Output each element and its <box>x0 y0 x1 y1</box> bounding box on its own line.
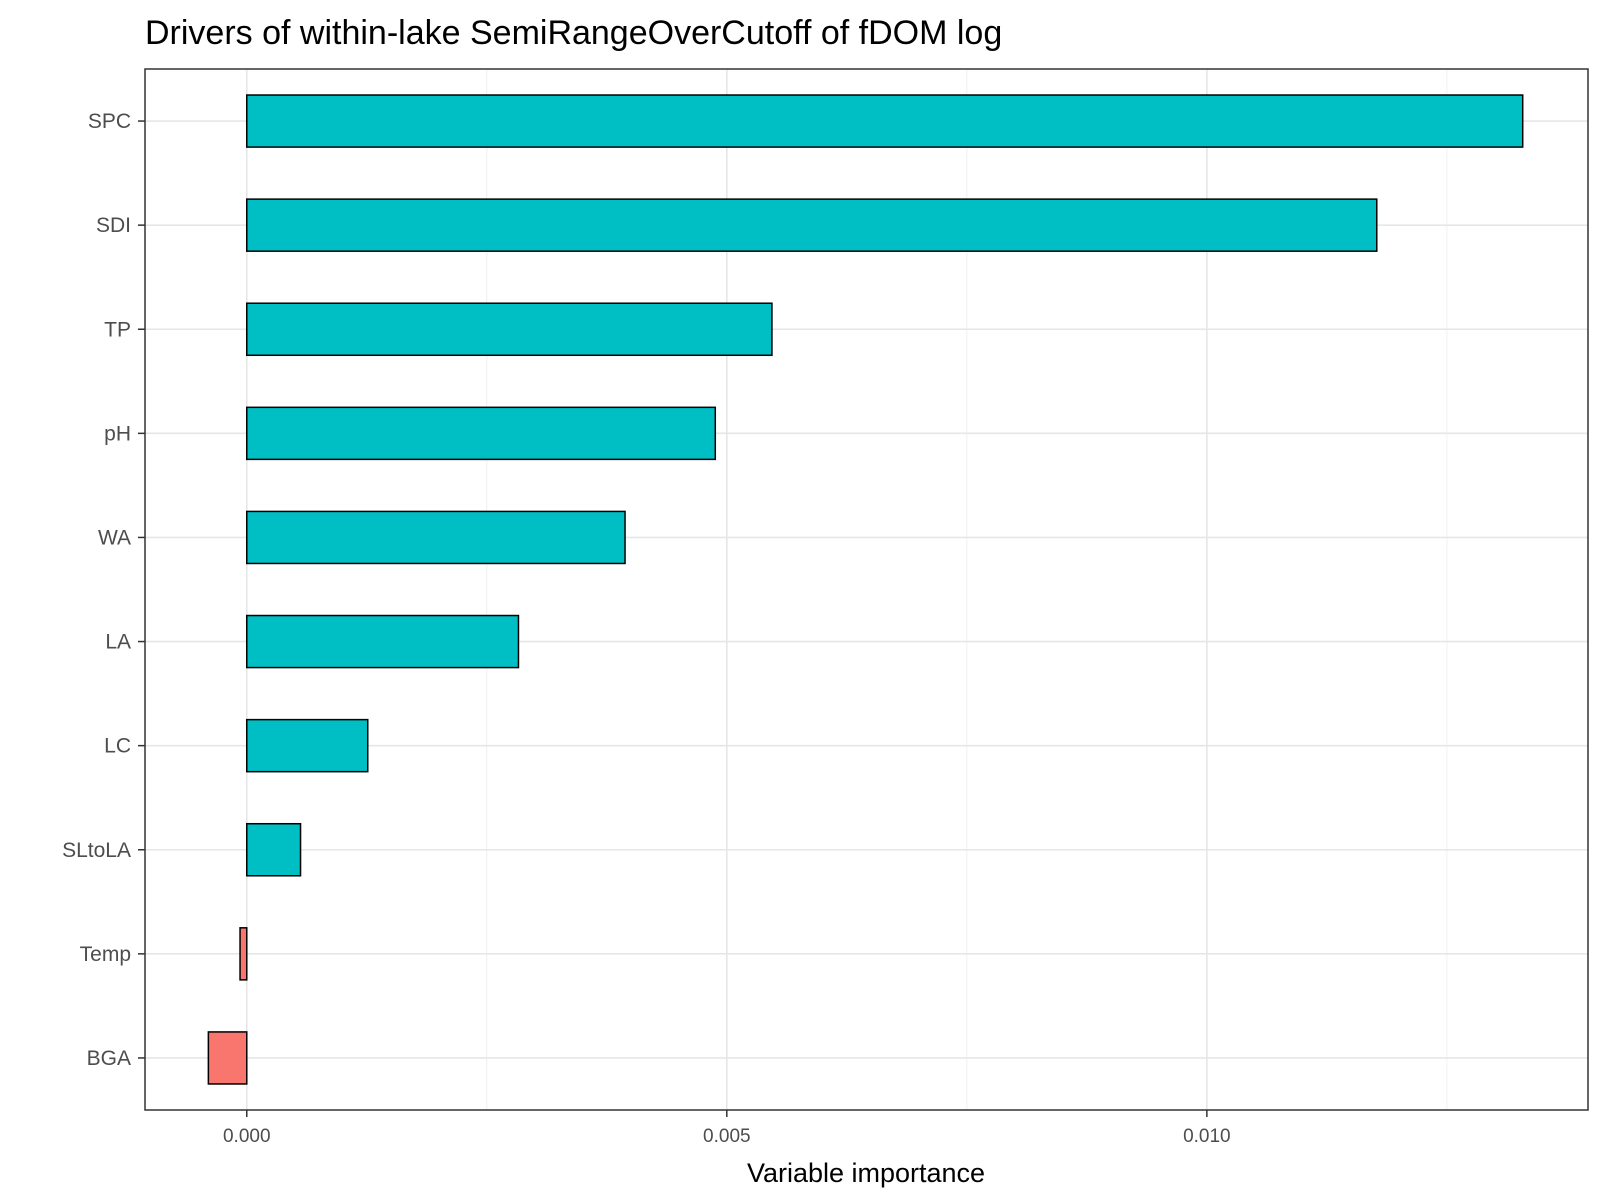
y-tick-label: TP <box>104 318 131 341</box>
y-tick-label: WA <box>98 526 131 549</box>
bar-sdi <box>246 198 1378 252</box>
bar-ph <box>246 406 717 461</box>
y-tick-label: LA <box>105 631 131 654</box>
y-tick-label: SPC <box>88 110 131 133</box>
y-axis: SPC SDI TP pH WA LA LC SLtoLA Temp BGA <box>62 110 145 1070</box>
bar-wa <box>246 510 626 565</box>
bar-lc <box>246 718 369 773</box>
bar-bga <box>207 1031 248 1085</box>
y-tick-label: SLtoLA <box>62 839 131 862</box>
bars <box>207 94 1524 1085</box>
x-axis: 0.000 0.005 0.010 <box>223 1110 1231 1147</box>
y-tick-label: LC <box>104 735 131 758</box>
bar-sltola <box>246 822 302 877</box>
y-tick-label: BGA <box>87 1047 131 1070</box>
x-tick-label: 0.000 <box>223 1126 271 1147</box>
y-tick-label: SDI <box>96 214 131 237</box>
bar-la <box>246 614 520 669</box>
y-tick-label: pH <box>104 422 131 445</box>
x-tick-label: 0.010 <box>1183 1126 1231 1147</box>
y-tick-label: Temp <box>80 943 131 966</box>
bar-spc <box>246 94 1524 148</box>
x-tick-label: 0.005 <box>703 1126 751 1147</box>
bar-tp <box>246 302 773 357</box>
bar-temp <box>239 927 248 981</box>
panel-border <box>144 68 1589 1111</box>
x-axis-label: Variable importance <box>747 1158 985 1188</box>
chart-title: Drivers of within-lake SemiRangeOverCuto… <box>145 14 1002 52</box>
